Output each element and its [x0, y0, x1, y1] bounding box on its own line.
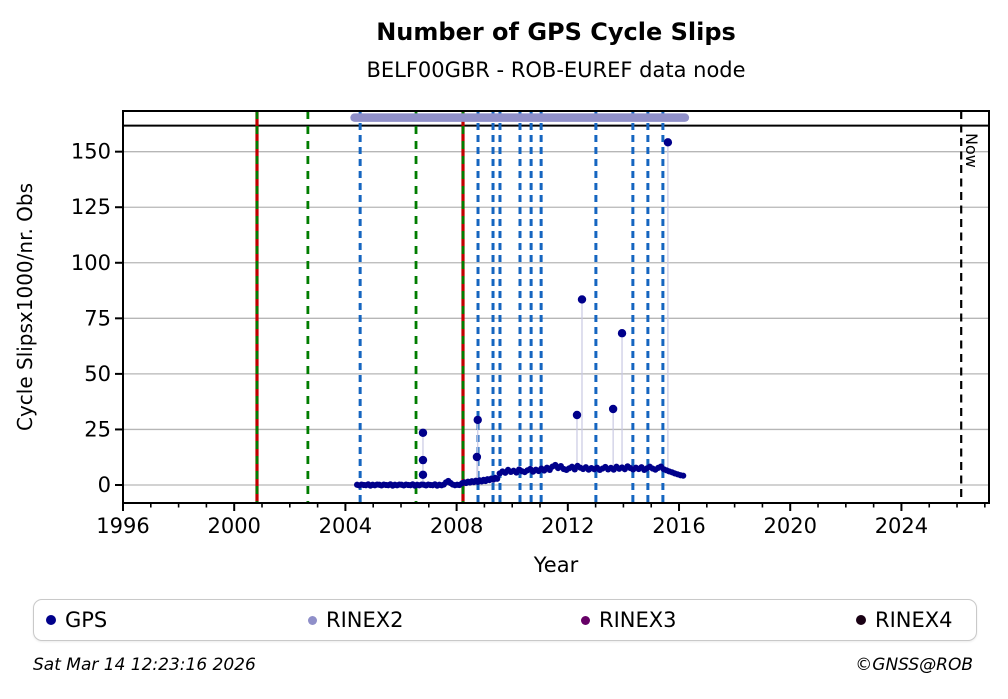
svg-text:2008: 2008 [430, 514, 483, 538]
legend-item-gps: GPS [46, 600, 107, 640]
svg-text:2004: 2004 [319, 514, 372, 538]
chart-title: Number of GPS Cycle Slips [376, 18, 736, 46]
chart-subtitle: BELF00GBR - ROB-EUREF data node [366, 58, 746, 82]
svg-text:25: 25 [84, 417, 111, 441]
now-annotation: Now [962, 133, 981, 168]
x-axis-label: Year [533, 553, 579, 577]
legend-label-rinex3: RINEX3 [599, 608, 677, 632]
svg-text:1996: 1996 [96, 514, 149, 538]
rinex2-marker-icon [308, 615, 317, 625]
svg-text:100: 100 [71, 251, 111, 275]
legend-label-gps: GPS [65, 608, 108, 632]
grid-lines [123, 151, 989, 486]
legend-label-rinex2: RINEX2 [326, 608, 404, 632]
rinex4-marker-icon [856, 615, 866, 625]
legend-item-rinex2: RINEX2 [308, 600, 404, 640]
chart-canvas: 1996 2000 2004 2008 2012 2016 2020 2024 0 25 50 75 1… [13, 110, 990, 577]
outlier-stems [422, 142, 669, 485]
svg-text:0: 0 [98, 473, 111, 497]
y-axis-label: Cycle Slipsx1000/nr. Obs [13, 183, 37, 431]
timestamp-label: Sat Mar 14 12:23:16 2026 [33, 655, 256, 675]
svg-text:2024: 2024 [875, 514, 928, 538]
svg-text:2016: 2016 [652, 514, 705, 538]
svg-text:75: 75 [84, 306, 111, 330]
svg-text:2000: 2000 [207, 514, 260, 538]
svg-text:150: 150 [71, 140, 111, 164]
event-lines [255, 111, 665, 503]
legend-label-rinex4: RINEX4 [875, 608, 953, 632]
svg-text:2020: 2020 [763, 514, 816, 538]
legend-item-rinex3: RINEX3 [581, 600, 677, 640]
axis-tick-labels: 1996 2000 2004 2008 2012 2016 2020 2024 0 25 50 75 1… [71, 140, 928, 538]
rinex3-marker-icon [581, 615, 590, 625]
gps-marker-icon [46, 615, 56, 625]
svg-text:50: 50 [84, 362, 111, 386]
gps-points [353, 138, 687, 489]
axis-ticks [115, 150, 986, 511]
copyright-label: ©GNSS@ROB [855, 655, 973, 675]
now-label: Now [962, 133, 981, 168]
svg-text:2012: 2012 [541, 514, 594, 538]
axis-labels: Year Cycle Slipsx1000/nr. Obs [13, 183, 579, 577]
legend: GPS RINEX2 RINEX3 RINEX4 [33, 599, 977, 641]
legend-item-rinex4: RINEX4 [856, 600, 953, 640]
axes-frame [122, 110, 990, 504]
svg-text:125: 125 [71, 195, 111, 219]
